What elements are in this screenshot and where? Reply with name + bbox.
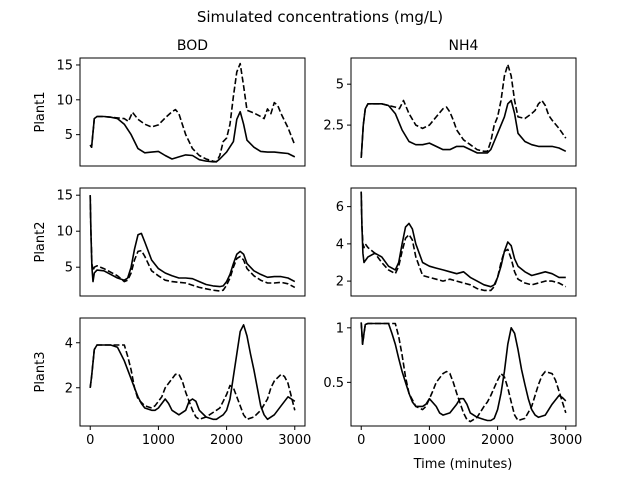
series-line-dashed — [89, 344, 296, 421]
x-tick-label: 1000 — [413, 433, 446, 448]
series-line-dashed — [89, 62, 296, 163]
y-tick-label: 0.5 — [323, 376, 344, 391]
x-axis-label: Time (minutes) — [413, 457, 513, 472]
y-tick-label: 5 — [336, 78, 344, 93]
axes-frame — [350, 187, 577, 297]
y-tick-label: 10 — [56, 93, 73, 108]
subplot-title: BOD — [177, 38, 208, 54]
x-tick-label: 0 — [357, 433, 365, 448]
y-axis-label: Plant3 — [33, 351, 48, 392]
y-tick-label: 5 — [65, 261, 73, 276]
y-tick-label: 10 — [56, 225, 73, 240]
x-tick-label: 2000 — [210, 433, 243, 448]
subplot-2: 2.5 5 NH4 — [323, 38, 577, 167]
axes-frame — [79, 57, 306, 167]
y-tick-label: 4 — [336, 237, 344, 252]
y-axis-label: Plant1 — [33, 91, 48, 132]
series-line-solid — [89, 195, 296, 288]
subplot-title: NH4 — [449, 38, 479, 54]
subplot-3: 5 10 15 Plant2 — [33, 187, 306, 297]
subplot-4: 2 4 6 — [336, 187, 577, 297]
y-tick-label: 2 — [336, 275, 344, 290]
figure-title: Simulated concentrations (mg/L) — [197, 8, 443, 26]
y-tick-label: 5 — [65, 128, 73, 143]
x-tick-label: 3000 — [549, 433, 582, 448]
y-axis-label: Plant2 — [33, 221, 48, 262]
series-line-dashed — [360, 63, 567, 158]
y-tick-label: 2.5 — [323, 119, 344, 134]
series-line-solid — [360, 99, 567, 158]
series-line-dashed — [360, 191, 567, 292]
axes-frame — [79, 187, 306, 297]
x-tick-label: 2000 — [481, 433, 514, 448]
subplot-1: 5 10 15 BOD Plant1 — [33, 38, 306, 167]
y-tick-label: 1 — [336, 321, 344, 336]
x-tick-label: 3000 — [278, 433, 311, 448]
subplot-6: 0.5 1 0 1000 2000 3000 — [323, 317, 582, 448]
series-line-dashed — [89, 195, 296, 292]
y-tick-label: 6 — [336, 200, 344, 215]
axes-frame — [79, 317, 306, 427]
y-tick-label: 15 — [56, 58, 73, 73]
axes-frame — [350, 317, 577, 427]
x-tick-label: 0 — [86, 433, 94, 448]
axes-frame — [350, 57, 577, 167]
series-line-dashed — [360, 322, 567, 423]
subplot-5: 2 4 0 1000 2000 3000 Plant3 — [33, 317, 311, 448]
y-tick-label: 15 — [56, 189, 73, 204]
x-tick-label: 1000 — [142, 433, 175, 448]
y-tick-label: 4 — [65, 336, 73, 351]
series-line-solid — [89, 324, 296, 421]
y-tick-label: 2 — [65, 381, 73, 396]
series-line-solid — [360, 322, 567, 422]
series-line-solid — [360, 191, 566, 288]
